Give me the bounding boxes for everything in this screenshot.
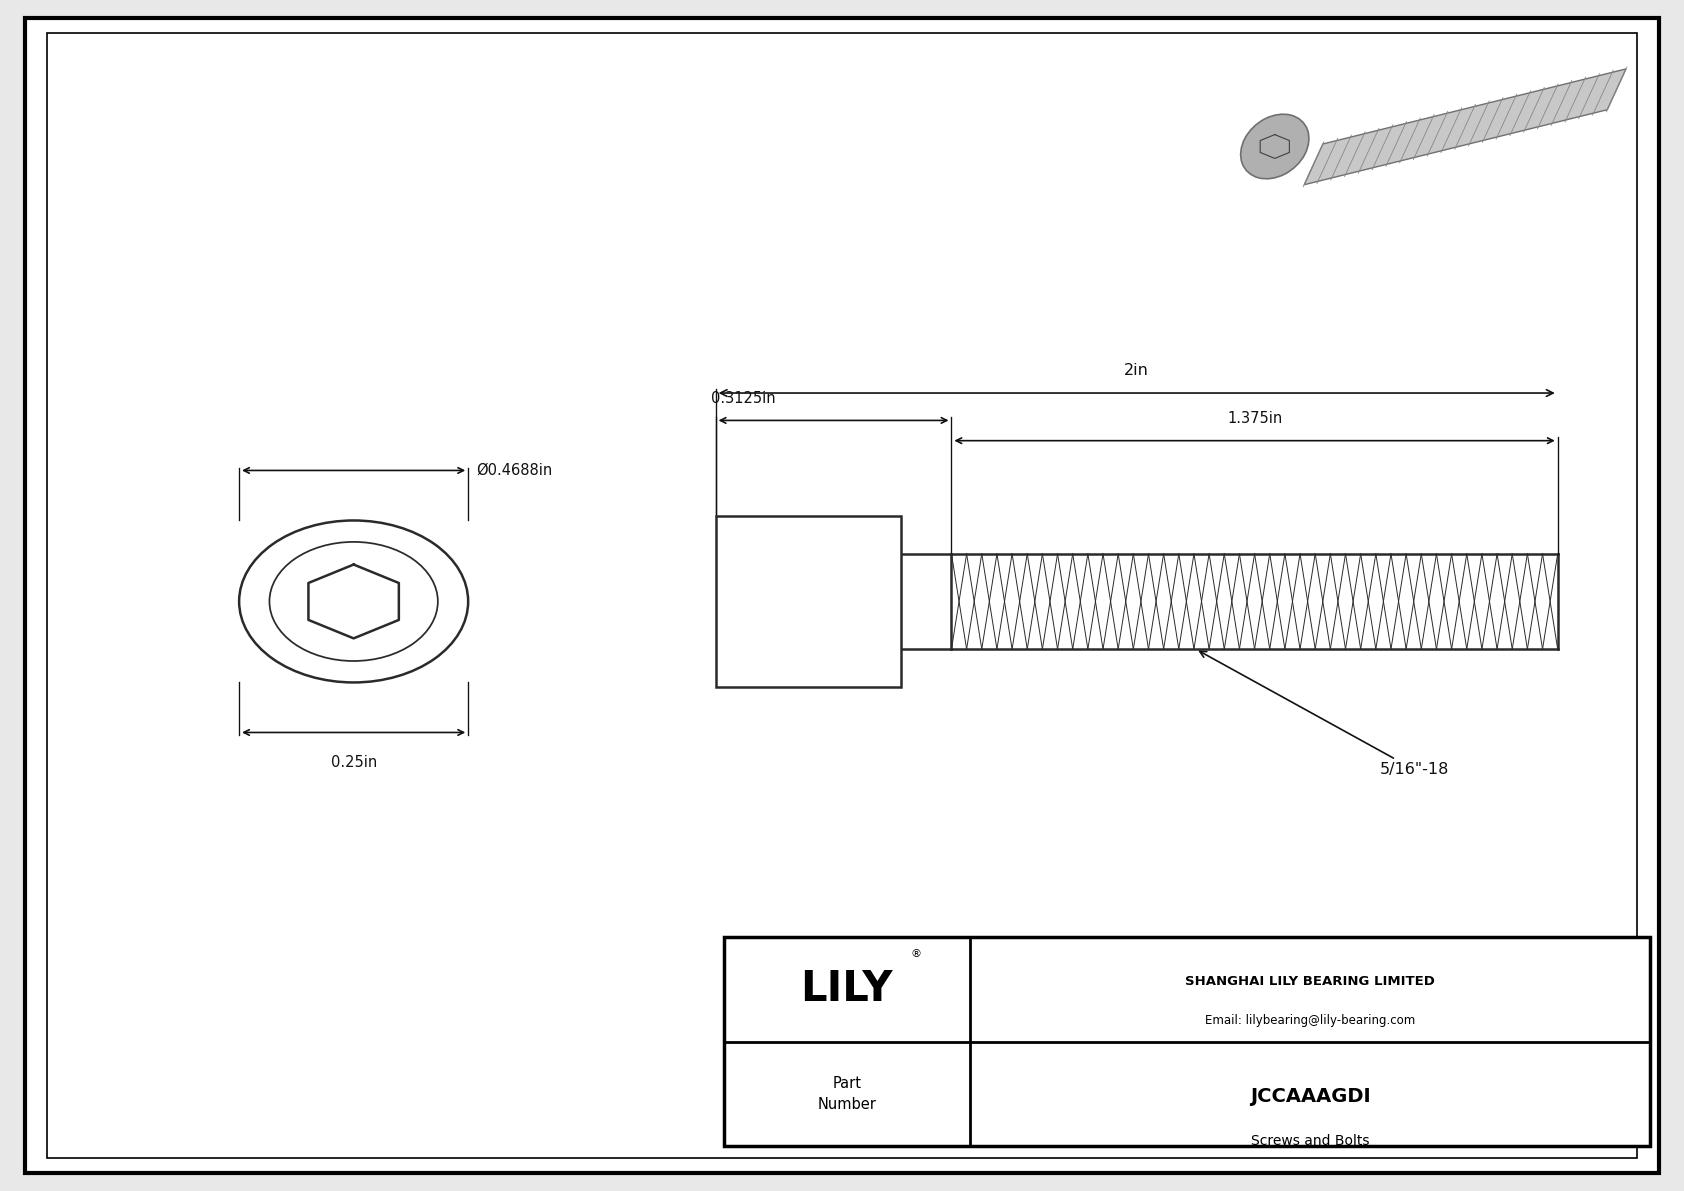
- FancyBboxPatch shape: [25, 18, 1659, 1173]
- Bar: [716, 516, 901, 687]
- Text: Ø0.4688in: Ø0.4688in: [477, 463, 552, 478]
- Circle shape: [239, 520, 468, 682]
- Polygon shape: [1303, 69, 1627, 185]
- Text: Email: lilybearing@lily-bearing.com: Email: lilybearing@lily-bearing.com: [1204, 1015, 1415, 1027]
- Text: Part
Number: Part Number: [817, 1075, 876, 1111]
- Text: 1.375in: 1.375in: [1228, 411, 1282, 426]
- Text: 0.3125in: 0.3125in: [711, 391, 775, 406]
- Circle shape: [269, 542, 438, 661]
- Ellipse shape: [1241, 114, 1308, 179]
- Text: Screws and Bolts: Screws and Bolts: [1251, 1134, 1369, 1148]
- Text: LILY: LILY: [800, 968, 893, 1010]
- Text: 5/16"-18: 5/16"-18: [1199, 651, 1450, 778]
- Text: 2in: 2in: [1125, 362, 1148, 378]
- FancyBboxPatch shape: [724, 937, 1650, 1146]
- Text: ®: ®: [911, 949, 921, 959]
- Text: JCCAAAGDI: JCCAAAGDI: [1250, 1086, 1371, 1105]
- Text: 0.25in: 0.25in: [330, 755, 377, 769]
- Text: SHANGHAI LILY BEARING LIMITED: SHANGHAI LILY BEARING LIMITED: [1186, 975, 1435, 989]
